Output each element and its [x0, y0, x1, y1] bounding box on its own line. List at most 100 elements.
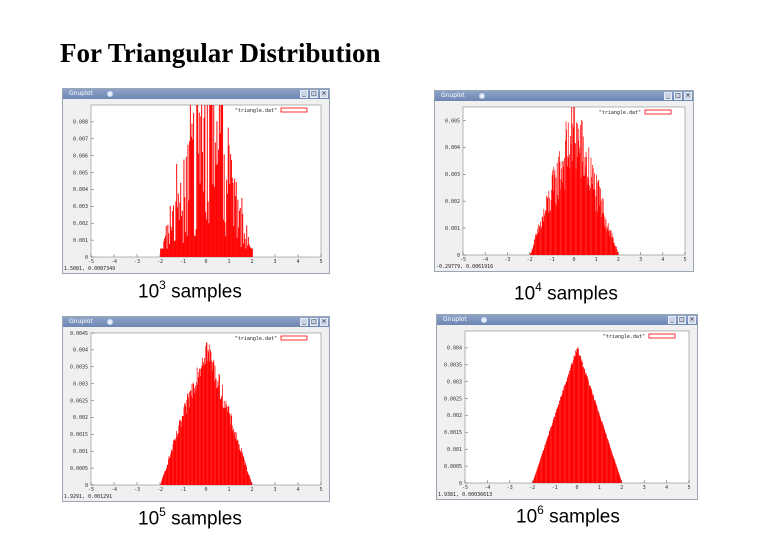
histogram-bar [561, 395, 563, 483]
histogram-bar [543, 449, 545, 483]
close-button[interactable]: × [320, 318, 328, 326]
histogram-bar [581, 121, 583, 255]
histogram-bar [177, 433, 178, 485]
x-tick-label: 3 [639, 257, 642, 263]
histogram-bar [553, 417, 555, 483]
y-tick-label: 0.005 [73, 170, 88, 176]
histogram-bar [160, 248, 162, 257]
histogram-bar [598, 179, 600, 255]
histogram-bar [237, 199, 239, 257]
y-tick-label: 0.007 [73, 137, 88, 143]
x-tick-label: -4 [111, 487, 117, 493]
minimize-button[interactable]: _ [300, 90, 308, 98]
histogram-bar [564, 385, 565, 483]
gnuplot-window[interactable]: Gnuplot _ □ × 0 0.0005 0.001 0.0015 0.002 0.0… [62, 316, 330, 502]
histogram-bar [168, 233, 170, 257]
histogram-bar [556, 204, 557, 255]
histogram-bar [165, 470, 166, 485]
x-tick-label: 1 [598, 485, 601, 491]
histogram-bar [592, 164, 594, 255]
x-tick-label: 5 [319, 259, 322, 265]
histogram-bar [226, 194, 228, 257]
histogram-bar [572, 361, 574, 483]
histogram-bar [551, 426, 552, 483]
histogram-bar [537, 224, 539, 255]
maximize-button[interactable]: □ [310, 90, 318, 98]
x-tick-label: -2 [157, 259, 163, 265]
histogram-bar [611, 453, 613, 483]
y-tick-label: 0.0005 [70, 466, 88, 472]
maximize-button[interactable]: □ [674, 92, 682, 100]
y-tick-label: 0.003 [73, 381, 88, 387]
histogram-bar [201, 365, 203, 485]
histogram-bar [222, 407, 224, 485]
window-titlebar[interactable]: Gnuplot _ □ × [63, 89, 329, 99]
window-titlebar[interactable]: Gnuplot _ □ × [63, 317, 329, 327]
histogram-bar [204, 357, 205, 485]
close-button[interactable]: × [688, 316, 696, 324]
histogram-bar [545, 210, 547, 255]
histogram-bar [566, 129, 567, 255]
x-tick-label: 5 [687, 485, 690, 491]
x-tick-label: -2 [529, 485, 535, 491]
maximize-button[interactable]: □ [678, 316, 686, 324]
histogram-bar [582, 367, 584, 483]
window-titlebar[interactable]: Gnuplot _ □ × [435, 91, 693, 101]
status-bar: 1.9291, 0.001291 [64, 494, 113, 500]
histogram-bar [164, 472, 165, 485]
histogram-bar [182, 242, 184, 257]
histogram-bar [562, 181, 564, 255]
histogram-bar [576, 157, 578, 255]
histogram-bar [618, 472, 620, 483]
close-button[interactable]: × [684, 92, 692, 100]
maximize-button[interactable]: □ [310, 318, 318, 326]
gnuplot-window[interactable]: Gnuplot _ □ × 0 0.001 0.002 0.003 0.004 0.005… [62, 88, 330, 274]
histogram-bar [245, 462, 246, 485]
minimize-button[interactable]: _ [664, 92, 672, 100]
histogram-bar [246, 225, 248, 257]
gnuplot-logo-icon [481, 317, 487, 323]
x-tick-label: -1 [552, 485, 558, 491]
window-titlebar[interactable]: Gnuplot _ □ × [437, 315, 697, 325]
histogram-bar [585, 373, 587, 483]
caption-suffix: samples [165, 508, 242, 530]
histogram-bar [562, 390, 564, 483]
x-tick-label: 4 [296, 487, 299, 493]
x-tick-label: -1 [180, 259, 186, 265]
histogram-bar [176, 163, 178, 257]
histogram-bar [180, 420, 181, 485]
histogram-bar [609, 236, 611, 255]
histogram-bar [603, 225, 605, 255]
histogram-bar [189, 391, 191, 485]
x-tick-label: 4 [665, 485, 668, 491]
gnuplot-window[interactable]: Gnuplot _ □ × 0 0.0005 0.001 0.0015 0.002 0.0… [436, 314, 698, 500]
histogram-bar [236, 237, 238, 257]
histogram-bar [179, 419, 181, 485]
y-tick-label: 0.002 [73, 221, 88, 227]
histogram-bar [613, 459, 615, 483]
histogram-bar [608, 443, 610, 483]
histogram-bar [583, 369, 585, 483]
caption-exponent: 6 [537, 503, 544, 517]
histogram-bar [581, 120, 582, 255]
histogram-bar [571, 363, 573, 483]
histogram-plot: 0 0.001 0.002 0.003 0.004 0.005 0.006 0.007 0.00… [73, 104, 323, 265]
histogram-bar [590, 387, 592, 483]
minimize-button[interactable]: _ [300, 318, 308, 326]
histogram-bar [197, 105, 199, 257]
y-tick-label: 0 [457, 253, 460, 259]
close-button[interactable]: × [320, 90, 328, 98]
gnuplot-window[interactable]: Gnuplot _ □ × 0 0.001 0.002 0.003 0.004 0.005… [434, 90, 694, 272]
panel-caption: 104 samples [514, 280, 618, 305]
histogram-bar [567, 122, 569, 255]
x-tick-label: 1 [227, 487, 230, 493]
histogram-bar [233, 226, 235, 257]
histogram-bar [570, 144, 572, 255]
histogram-bar [209, 105, 211, 257]
window-title: Gnuplot [69, 90, 93, 97]
caption-suffix: samples [165, 281, 242, 303]
y-tick-label: 0.003 [447, 379, 462, 385]
histogram-bar [575, 168, 577, 255]
histogram-bar [211, 105, 213, 257]
minimize-button[interactable]: _ [668, 316, 676, 324]
